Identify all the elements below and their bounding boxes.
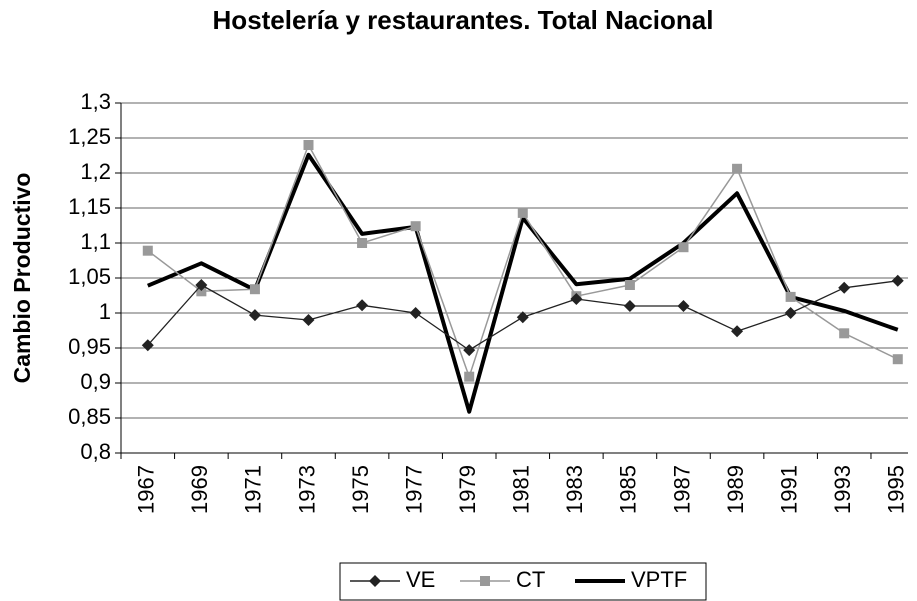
x-tick-label: 1987 bbox=[669, 465, 694, 514]
x-tick-label: 1977 bbox=[401, 465, 426, 514]
point bbox=[302, 314, 315, 326]
y-tick-label: 1,15 bbox=[68, 194, 111, 219]
point bbox=[409, 307, 422, 319]
legend-label: CT bbox=[516, 567, 545, 592]
x-tick-label: 1989 bbox=[723, 465, 748, 514]
point bbox=[357, 238, 368, 248]
point bbox=[785, 291, 796, 302]
point bbox=[142, 245, 153, 256]
y-tick-label: 0,9 bbox=[80, 369, 111, 394]
point bbox=[570, 293, 583, 305]
point bbox=[892, 354, 903, 365]
y-tick-label: 0,95 bbox=[68, 334, 111, 359]
series-line bbox=[147, 144, 899, 378]
x-tick-label: 1979 bbox=[455, 465, 480, 514]
x-tick-label: 1981 bbox=[509, 465, 534, 514]
x-tick-label: 1995 bbox=[884, 465, 909, 514]
legend-marker bbox=[369, 575, 381, 587]
point bbox=[678, 242, 689, 253]
point bbox=[839, 328, 850, 339]
point bbox=[516, 311, 529, 324]
point bbox=[624, 280, 635, 290]
y-tick-label: 0,8 bbox=[80, 439, 111, 464]
legend-box bbox=[339, 562, 707, 601]
legend-label: VPTF bbox=[631, 567, 687, 592]
y-tick-label: 1,2 bbox=[80, 159, 111, 184]
y-tick-label: 1,25 bbox=[68, 124, 111, 149]
point bbox=[249, 284, 260, 295]
point bbox=[195, 279, 208, 291]
point bbox=[464, 371, 475, 382]
x-tick-label: 1973 bbox=[294, 465, 319, 514]
point bbox=[732, 163, 743, 174]
x-tick-label: 1967 bbox=[134, 465, 159, 514]
x-tick-label: 1975 bbox=[348, 465, 373, 514]
point bbox=[891, 274, 904, 287]
x-tick-label: 1983 bbox=[562, 465, 587, 514]
point bbox=[248, 309, 261, 322]
legend-label: VE bbox=[406, 567, 435, 592]
point bbox=[784, 307, 797, 319]
point bbox=[731, 325, 744, 338]
legend-marker bbox=[480, 576, 490, 586]
point bbox=[623, 300, 636, 312]
x-tick-label: 1971 bbox=[241, 465, 266, 514]
x-tick-label: 1985 bbox=[616, 465, 641, 514]
y-tick-label: 1,1 bbox=[80, 229, 111, 254]
point bbox=[410, 221, 421, 232]
point bbox=[141, 339, 154, 352]
x-tick-label: 1993 bbox=[830, 465, 855, 514]
y-tick-label: 1,3 bbox=[80, 89, 111, 114]
y-tick-label: 0,85 bbox=[68, 404, 111, 429]
x-tick-label: 1969 bbox=[187, 465, 212, 514]
point bbox=[196, 286, 207, 297]
point bbox=[838, 281, 851, 294]
point bbox=[677, 300, 690, 312]
x-tick-label: 1991 bbox=[776, 465, 801, 514]
point bbox=[356, 299, 369, 312]
y-axis-label: Cambio Productivo bbox=[9, 173, 35, 384]
chart-title: Hostelería y restaurantes. Total Naciona… bbox=[213, 5, 714, 35]
point bbox=[463, 344, 476, 357]
point bbox=[517, 207, 528, 218]
y-tick-label: 1 bbox=[99, 299, 111, 324]
point bbox=[303, 140, 314, 150]
y-tick-label: 1,05 bbox=[68, 264, 111, 289]
